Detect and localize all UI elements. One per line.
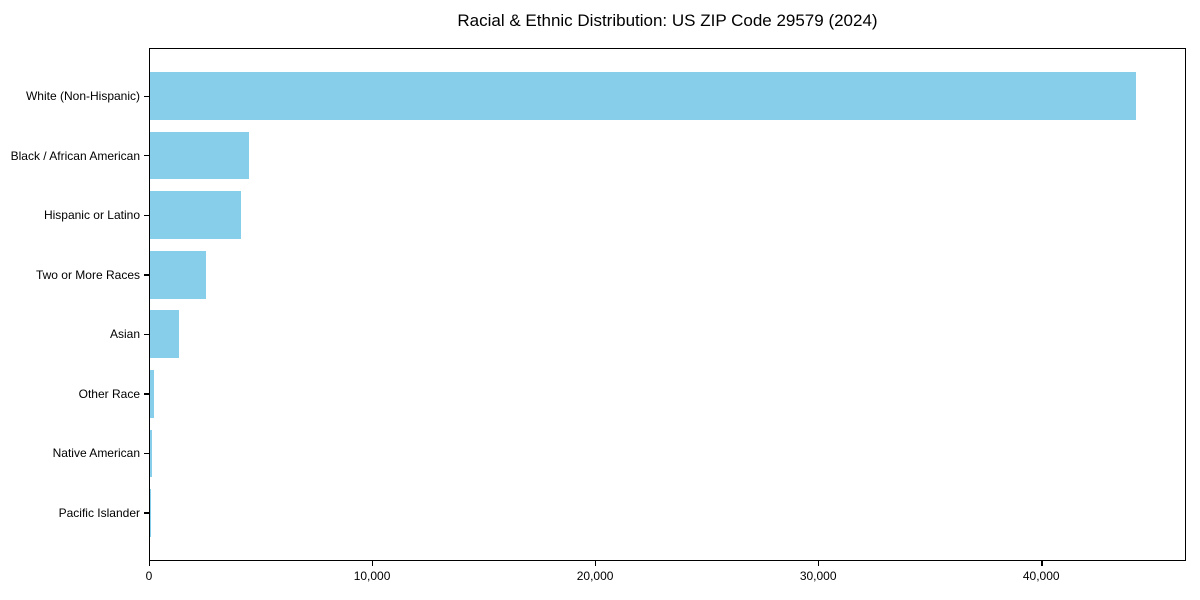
y-tick-mark [144, 452, 149, 455]
y-tick-mark [144, 333, 149, 336]
y-tick-label-pacific-islander: Pacific Islander [58, 505, 140, 520]
y-tick-mark [144, 95, 149, 97]
bar-other-race [150, 370, 155, 418]
y-tick-label-white-non-hispanic: White (Non-Hispanic) [25, 89, 140, 104]
bar-native-american [150, 429, 152, 478]
y-tick-label-native-american: Native American [52, 446, 140, 461]
x-tick-mark [818, 561, 820, 566]
bar-black-african-american [150, 131, 250, 180]
x-tick-label: 0 [145, 569, 153, 583]
y-tick-mark [144, 214, 149, 216]
plot-area [149, 48, 1186, 561]
x-tick-mark [149, 561, 151, 566]
chart-title: Racial & Ethnic Distribution: US ZIP Cod… [457, 11, 878, 30]
x-tick-label: 30,000 [799, 569, 837, 583]
x-tick-label: 10,000 [353, 569, 391, 583]
x-tick-label: 20,000 [576, 569, 614, 583]
x-tick-label: 40,000 [1022, 569, 1060, 583]
bar-asian [150, 310, 179, 359]
y-tick-label-other-race: Other Race [78, 386, 140, 401]
y-tick-mark [144, 155, 149, 157]
x-tick-mark [372, 561, 374, 566]
x-tick-mark [595, 561, 597, 566]
x-tick-mark [1041, 561, 1043, 566]
bar-hispanic-or-latino [150, 191, 242, 239]
bar-white-non-hispanic [150, 72, 1136, 120]
y-tick-mark [144, 512, 149, 514]
y-tick-label-asian: Asian [109, 327, 140, 342]
y-tick-mark [144, 393, 149, 395]
bar-two-or-more-races [150, 250, 207, 299]
y-tick-mark [144, 274, 149, 276]
y-tick-label-two-or-more-races: Two or More Races [35, 267, 140, 282]
y-tick-label-hispanic-or-latino: Hispanic or Latino [43, 208, 140, 223]
y-tick-label-black-african-american: Black / African American [10, 148, 140, 163]
